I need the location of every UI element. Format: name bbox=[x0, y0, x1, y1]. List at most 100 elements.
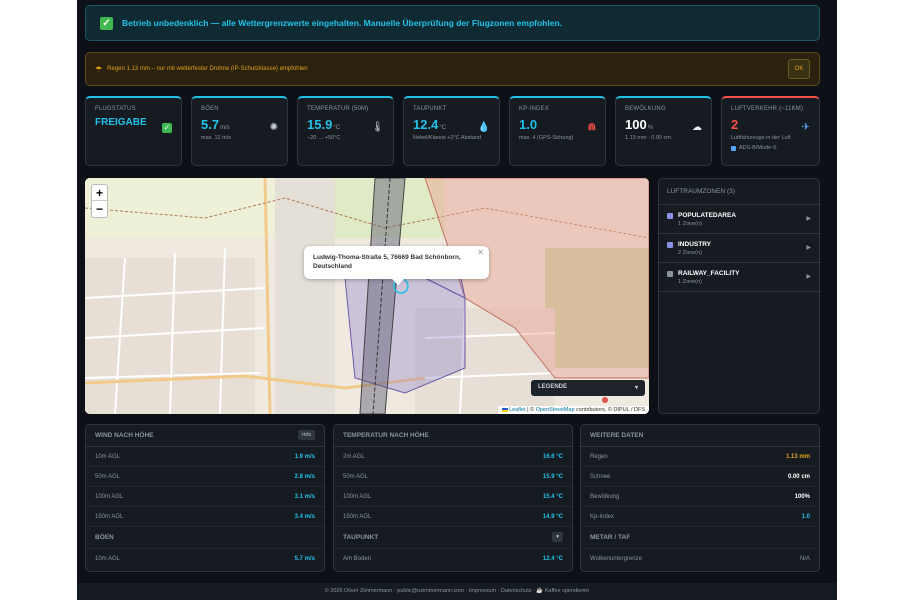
zoom-control: + − bbox=[91, 184, 108, 218]
card-label: Luftverkehr (~11km) bbox=[731, 106, 804, 112]
rain-warning-text: Regen 1.13 mm – nur mit wetterfester Dro… bbox=[107, 66, 308, 72]
chevron-right-icon: ▶ bbox=[806, 245, 811, 251]
status-alert: ✓ Betrieb unbedenklich — alle Wettergren… bbox=[85, 5, 820, 41]
zone-color-icon bbox=[667, 241, 673, 248]
kp-value: 1.0 bbox=[519, 117, 538, 132]
adsb-badge: ADS-B/Mode-S bbox=[731, 145, 810, 151]
traffic-value: 2 bbox=[731, 117, 739, 132]
popup-tip bbox=[392, 279, 404, 285]
footer: © 2026 Oliver Zimmermann · public@ozimme… bbox=[77, 583, 837, 600]
temperature-title: TEMPERATUR NACH HÖHE bbox=[334, 425, 572, 447]
table-row: 150m AGL 3.4 m/s bbox=[86, 507, 324, 527]
flag-icon bbox=[501, 407, 508, 412]
check-icon: ✓ bbox=[100, 16, 113, 30]
flight-status-value: FREIGABE bbox=[95, 117, 147, 128]
metar-title: METAR / TAF bbox=[581, 527, 819, 549]
temperature-value: 15.9°C bbox=[307, 117, 341, 132]
card-label: Temperatur (50m) bbox=[307, 106, 369, 112]
zones-title: LUFTRAUMZONEN (3) bbox=[659, 179, 819, 205]
table-row: 10m AGL 5.7 m/s bbox=[95, 556, 315, 562]
card-cloud: Bewölkung 100% 1.13 mm · 0.00 cm ☁ bbox=[615, 96, 712, 166]
wind-panel: WIND NACH HÖHE m/s 10m AGL 1.9 m/s 50m AGL… bbox=[85, 424, 325, 572]
table-row: Kp-Index 1.0 bbox=[581, 507, 819, 527]
zoom-in-button[interactable]: + bbox=[92, 185, 107, 201]
droplet-icon: 💧 bbox=[477, 122, 490, 133]
address-popup: Ludwig-Thoma-Straße 5, 76669 Bad Schönbo… bbox=[304, 246, 489, 285]
gusts-sub: max. 12 m/s bbox=[201, 135, 231, 141]
leaflet-link[interactable]: Leaflet bbox=[509, 407, 526, 413]
chevron-right-icon: ▶ bbox=[806, 216, 811, 222]
app: ✓ Betrieb unbedenklich — alle Wettergren… bbox=[77, 0, 837, 600]
legend-toggle[interactable]: LEGENDE ▾ bbox=[531, 380, 645, 396]
card-kp-index: Kp-Index 1.0 max. 4 (GPS-Störung) ⋒ bbox=[509, 96, 606, 166]
table-row: Bewölkung 100% bbox=[581, 487, 819, 507]
map[interactable]: + − Ludwig-Thoma-Straße 5, 76669 Bad Sch… bbox=[85, 178, 649, 414]
cloud-value: 100% bbox=[625, 117, 654, 132]
rain-warning: ☂ Regen 1.13 mm – nur mit wetterfester D… bbox=[85, 52, 820, 86]
thermometer-icon: 🌡 bbox=[371, 122, 384, 133]
kp-sub: max. 4 (GPS-Störung) bbox=[519, 135, 574, 141]
card-flight-status: Flugstatus FREIGABE ✓ bbox=[85, 96, 182, 166]
zoom-out-button[interactable]: − bbox=[95, 202, 103, 216]
table-row: Am Boden 12.4 °C bbox=[343, 556, 563, 562]
zone-item-industry[interactable]: INDUSTRY 2 Zone(n) ▶ bbox=[659, 234, 819, 263]
legend-label: LEGENDE bbox=[538, 384, 568, 390]
dewpoint-sub: Nebel/Klareis +2°C Abstand bbox=[413, 135, 482, 141]
chevron-right-icon: ▶ bbox=[806, 274, 811, 280]
temperature-panel: TEMPERATUR NACH HÖHE 2m AGL 16.6 °C 50m A… bbox=[333, 424, 573, 572]
dismiss-warning-button[interactable]: OK bbox=[788, 59, 810, 79]
gust-title: BÖEN bbox=[86, 527, 324, 549]
more-data-panel: WEITERE DATEN Regen 1.13 mm Schnee 0.00 cm… bbox=[580, 424, 820, 572]
card-label: Kp-Index bbox=[519, 106, 549, 112]
dewpoint-title: TAUPUNKT ▾ bbox=[334, 527, 572, 549]
osm-link[interactable]: OpenStreetMap bbox=[535, 407, 575, 413]
card-air-traffic: Luftverkehr (~11km) 2 Luftfahrzeuge in d… bbox=[721, 96, 820, 166]
card-label: Flugstatus bbox=[95, 106, 136, 112]
gusts-value: 5.7m/s bbox=[201, 117, 230, 132]
address-popup-text: Ludwig-Thoma-Straße 5, 76669 Bad Schönbo… bbox=[313, 254, 461, 270]
airplane-icon: ✈ bbox=[801, 122, 810, 133]
table-row: 50m AGL 2.8 m/s bbox=[86, 467, 324, 487]
zone-color-icon bbox=[667, 270, 673, 277]
card-label: Bewölkung bbox=[625, 106, 666, 112]
card-temperature: Temperatur (50m) 15.9°C −20 … +50°C 🌡 bbox=[297, 96, 394, 166]
table-row: Wolkenuntergrenze N/A bbox=[590, 556, 810, 562]
table-row: 10m AGL 1.9 m/s bbox=[86, 447, 324, 467]
table-row: 100m AGL 15.4 °C bbox=[334, 487, 572, 507]
magnet-icon: ⋒ bbox=[587, 122, 596, 133]
map-canvas[interactable] bbox=[85, 178, 649, 414]
zone-item-railway-facility[interactable]: RAILWAY_FACILITY 1 Zone(n) ▶ bbox=[659, 263, 819, 292]
table-row: Schnee 0.00 cm bbox=[581, 467, 819, 487]
temperature-sub: −20 … +50°C bbox=[307, 135, 341, 141]
attribution-text: contributors, © DIPUL / DFS bbox=[576, 407, 645, 413]
wind-unit-toggle[interactable]: m/s bbox=[298, 430, 315, 440]
wind-icon: ✺ bbox=[269, 122, 278, 133]
dewpoint-toggle[interactable]: ▾ bbox=[552, 532, 563, 542]
status-cards: Flugstatus FREIGABE ✓ Böen 5.7m/s max. 1… bbox=[85, 96, 820, 166]
check-icon: ✓ bbox=[162, 123, 172, 133]
card-gusts: Böen 5.7m/s max. 12 m/s ✺ bbox=[191, 96, 288, 166]
status-alert-text: Betrieb unbedenklich — alle Wettergrenzw… bbox=[122, 18, 563, 28]
cloud-icon: ☁ bbox=[692, 122, 702, 133]
traffic-sub: Luftfahrzeuge in der Luft bbox=[731, 135, 791, 141]
more-data-title: WEITERE DATEN bbox=[581, 425, 819, 447]
close-icon[interactable]: ✕ bbox=[477, 248, 484, 257]
card-dewpoint: Taupunkt 12.4°C Nebel/Klareis +2°C Absta… bbox=[403, 96, 500, 166]
dewpoint-value: 12.4°C bbox=[413, 117, 447, 132]
table-row: 150m AGL 14.9 °C bbox=[334, 507, 572, 527]
card-label: Böen bbox=[201, 106, 219, 112]
zone-color-icon bbox=[667, 212, 673, 219]
zone-item-populatedarea[interactable]: POPULATEDAREA 1 Zone(n) ▶ bbox=[659, 205, 819, 234]
chevron-down-icon: ▾ bbox=[634, 385, 638, 391]
adsb-icon bbox=[731, 145, 736, 151]
umbrella-icon: ☂ bbox=[95, 64, 103, 74]
table-row: 100m AGL 3.1 m/s bbox=[86, 487, 324, 507]
table-row: 2m AGL 16.6 °C bbox=[334, 447, 572, 467]
map-attribution: Leaflet | © OpenStreetMap contributors, … bbox=[497, 406, 649, 414]
table-row: Regen 1.13 mm bbox=[581, 447, 819, 467]
wind-title: WIND NACH HÖHE m/s bbox=[86, 425, 324, 447]
airspace-zones-panel: LUFTRAUMZONEN (3) POPULATEDAREA 1 Zone(n… bbox=[658, 178, 820, 414]
card-label: Taupunkt bbox=[413, 106, 447, 112]
table-row: 50m AGL 15.9 °C bbox=[334, 467, 572, 487]
cloud-sub: 1.13 mm · 0.00 cm bbox=[625, 135, 671, 141]
